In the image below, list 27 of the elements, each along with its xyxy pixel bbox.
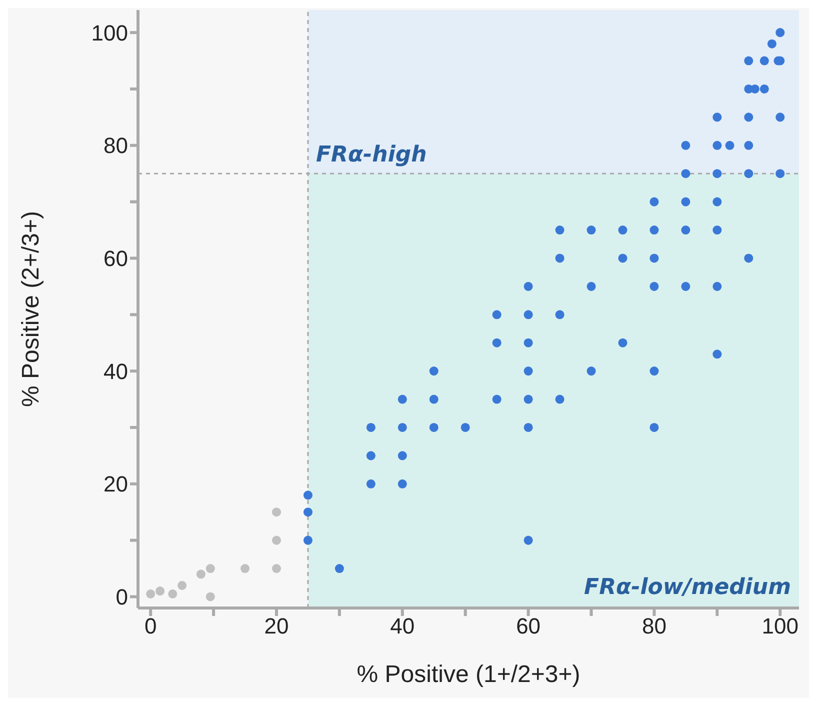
y-tick-label: 80: [104, 133, 128, 158]
point: [178, 580, 187, 590]
point: [206, 564, 215, 574]
x-tick-label: 40: [390, 614, 415, 639]
band-label: FRα-low/medium: [584, 575, 791, 600]
x-tick-label: 0: [144, 614, 157, 639]
y-axis-title: % Positive (2+/3+): [18, 210, 45, 408]
y-tick-label: 60: [104, 246, 128, 272]
point: [206, 592, 215, 602]
x-axis-title: % Positive (1+/2+3+): [356, 661, 580, 688]
point: [272, 508, 282, 517]
band-label: FRα-high: [316, 142, 427, 168]
point: [240, 564, 250, 574]
x-tick-label: 100: [762, 614, 798, 639]
x-tick-label: 20: [264, 614, 289, 639]
x-tick-label: 80: [642, 614, 666, 639]
y-tick-label: 0: [116, 584, 128, 610]
point: [146, 589, 156, 598]
point: [272, 536, 282, 545]
y-tick-label: 40: [104, 358, 128, 384]
y-tick-label: 100: [91, 20, 128, 46]
point: [272, 564, 282, 574]
y-tick-label: 20: [104, 472, 128, 497]
point: [156, 586, 165, 596]
point: [196, 570, 206, 579]
point: [168, 589, 178, 598]
x-tick-label: 60: [516, 614, 541, 639]
